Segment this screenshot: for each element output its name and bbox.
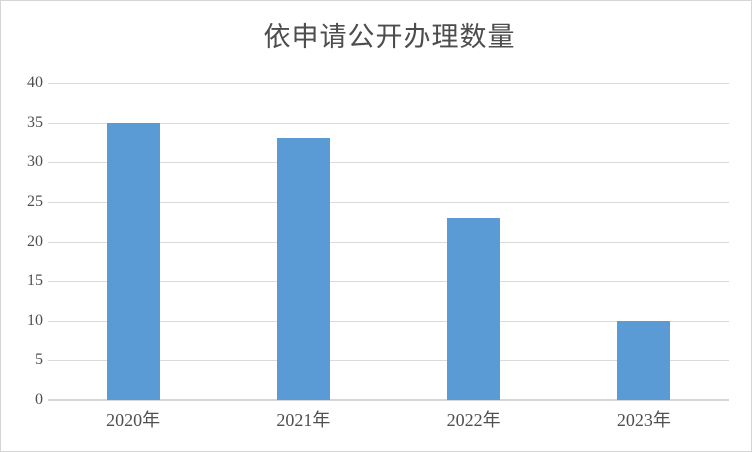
y-axis-tick-label: 5 [35, 351, 43, 369]
x-axis-tick-label: 2022年 [446, 410, 501, 430]
y-axis-tick-label: 30 [27, 153, 43, 171]
plot-area [48, 83, 729, 401]
y-axis-tick-label: 20 [27, 232, 43, 250]
bar-2022年 [447, 217, 501, 400]
bar-2021年 [276, 138, 330, 400]
gridline [48, 83, 729, 84]
x-axis-tick-label: 2021年 [276, 410, 331, 430]
y-axis-tick-label: 25 [27, 192, 43, 210]
bar-2023年 [617, 320, 671, 400]
gridline [48, 241, 729, 243]
y-axis-tick-label: 10 [27, 311, 43, 329]
gridline [48, 162, 729, 164]
gridline [48, 281, 729, 283]
y-axis-tick-label: 40 [27, 74, 43, 91]
gridline [48, 122, 729, 124]
gridline [48, 320, 729, 322]
bar-2020年 [106, 122, 160, 400]
y-axis-tick-label: 15 [27, 272, 43, 290]
y-axis-tick-label: 0 [35, 391, 43, 408]
chart-title: 依申请公开办理数量 [263, 22, 516, 52]
x-axis-line [48, 399, 729, 401]
gridline [48, 201, 729, 203]
gridline [48, 360, 729, 362]
x-axis-tick-label: 2023年 [616, 410, 671, 430]
x-axis-tick-label: 2020年 [106, 410, 161, 430]
y-axis-tick-label: 35 [27, 113, 43, 131]
